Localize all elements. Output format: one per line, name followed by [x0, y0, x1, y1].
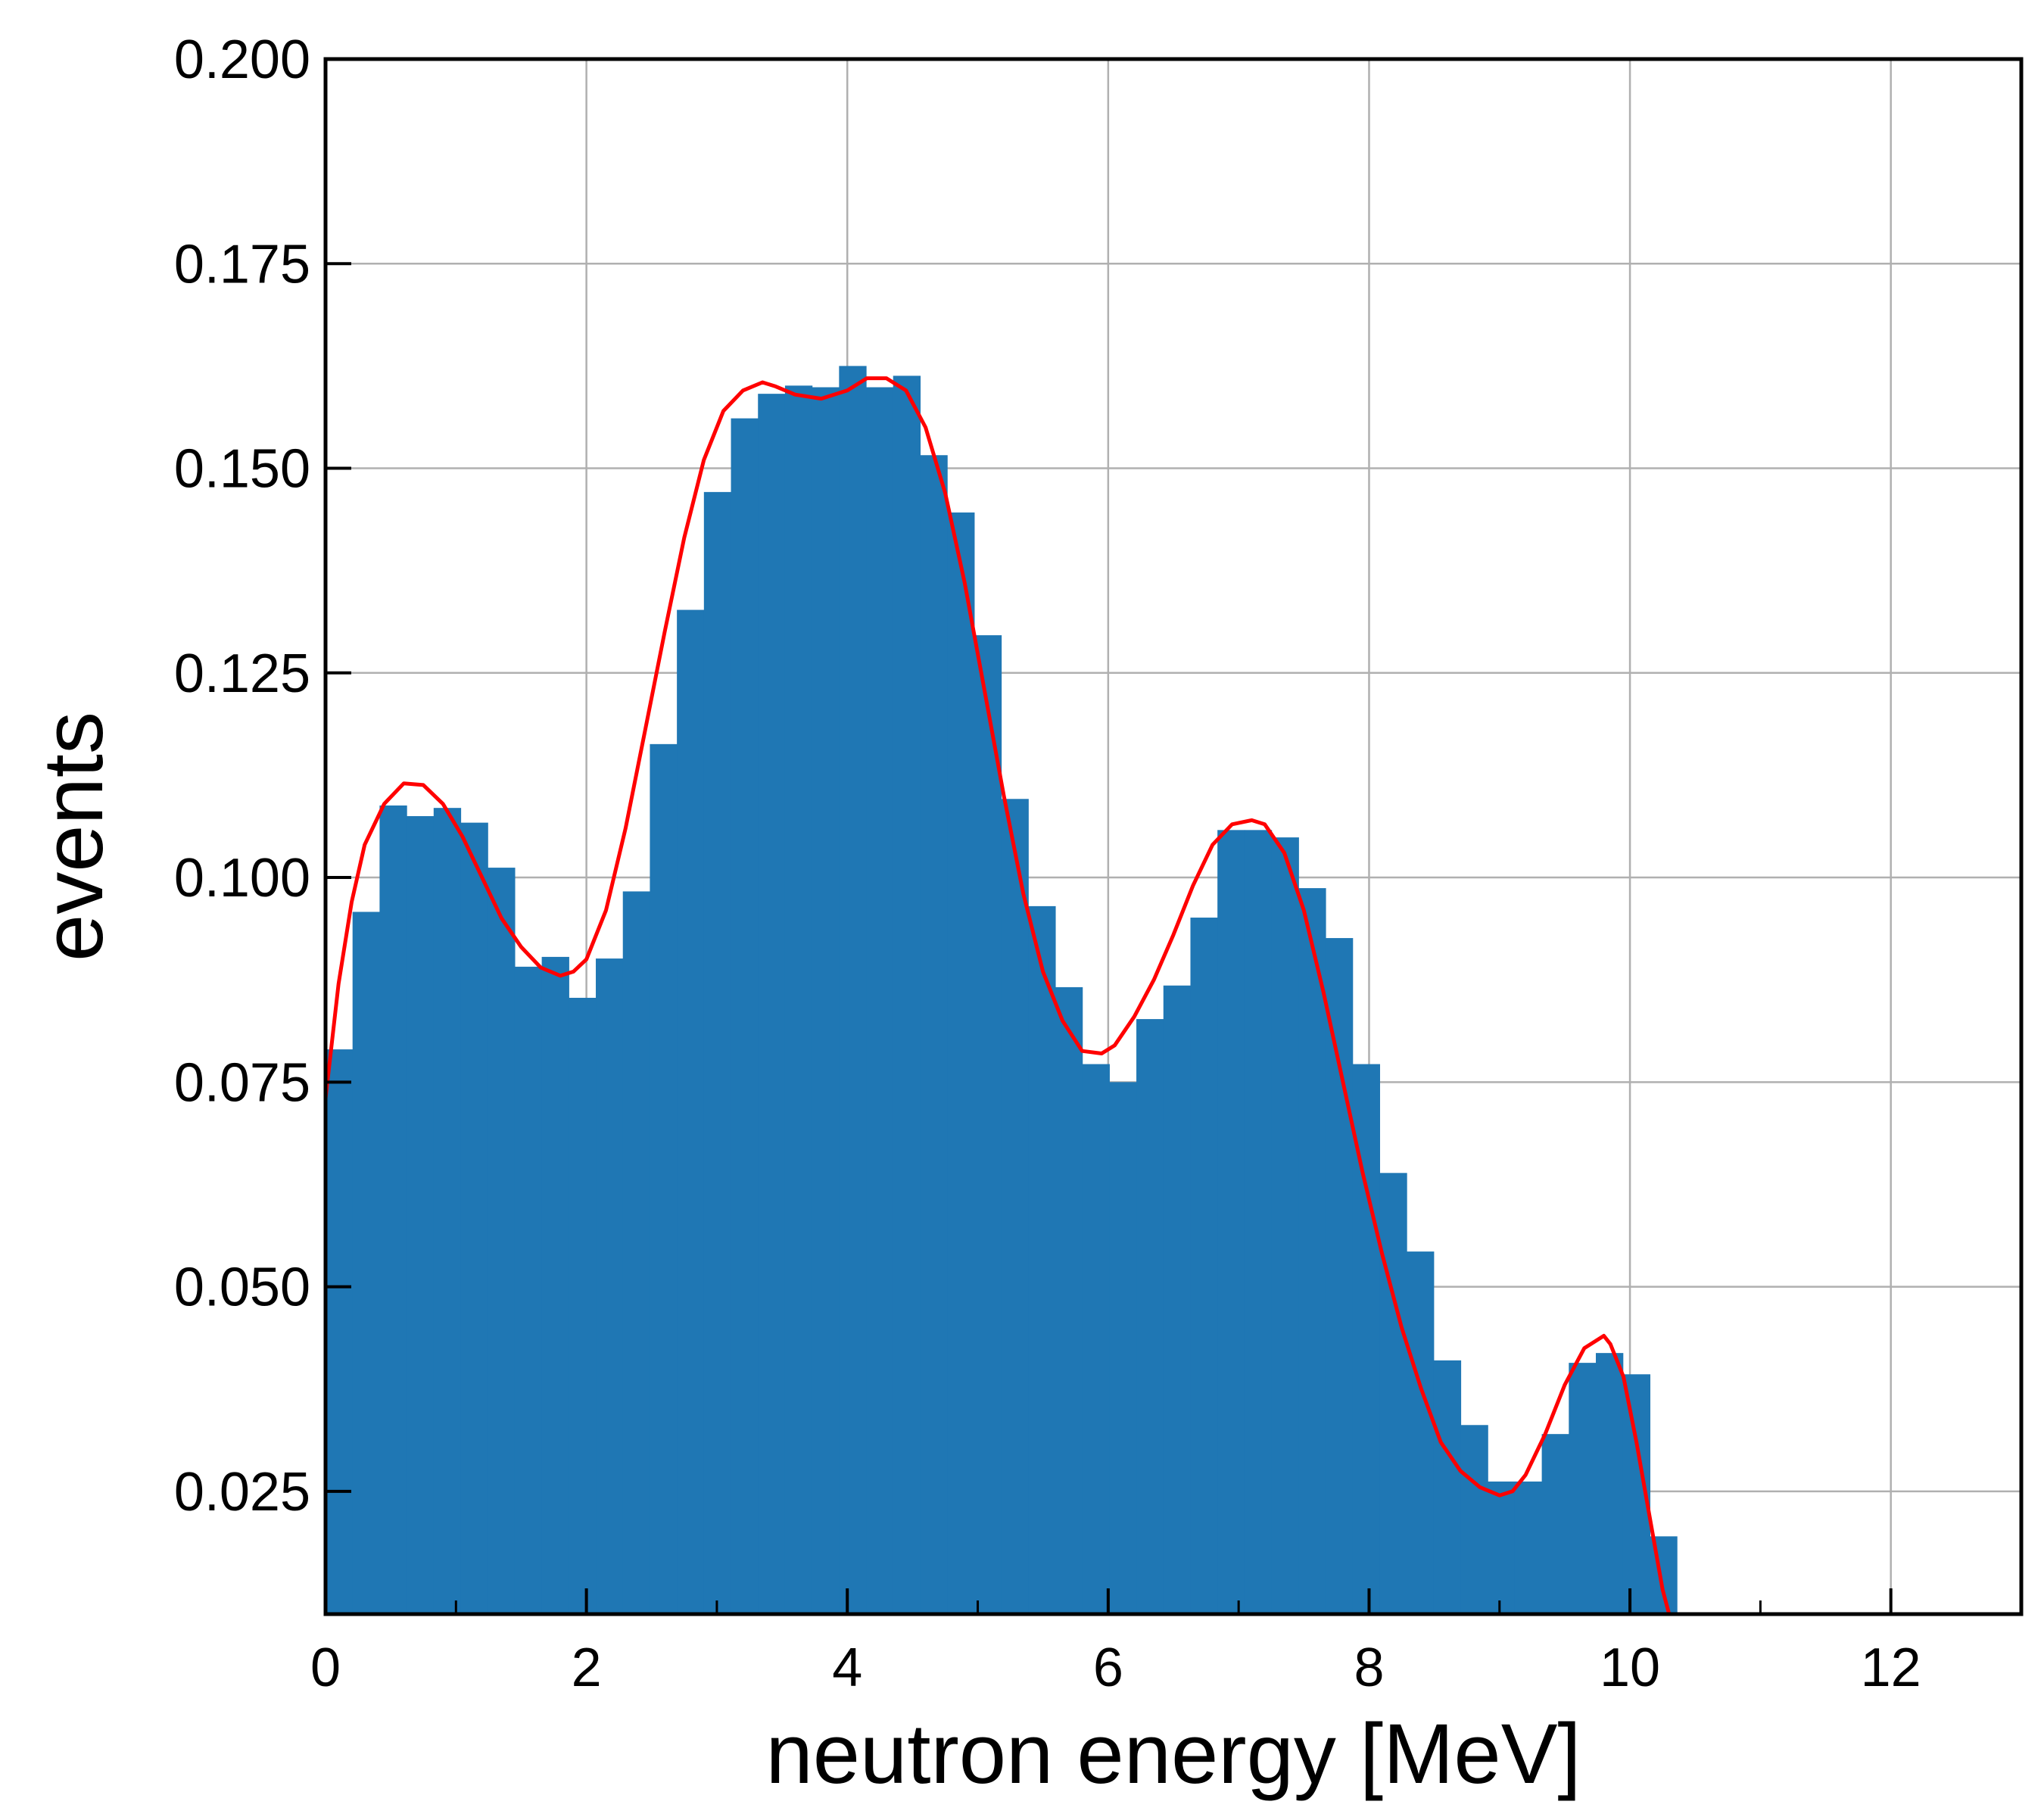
y-tick-label: 0.050: [174, 1258, 310, 1318]
fit-curve: [323, 376, 1672, 1615]
histogram-bar: [731, 418, 759, 1615]
histogram-bar: [758, 394, 786, 1614]
histogram-bar: [1325, 938, 1354, 1614]
histogram-bar: [541, 956, 569, 1614]
y-tick-label: 0.150: [174, 439, 310, 500]
histogram-bar: [920, 455, 948, 1614]
tick-labels: 0 2 4 6 8 10 12 0.025 0.050 0.075 0.100 0.125 0.150 0…: [174, 30, 1921, 1698]
histogram-bars: [326, 366, 1678, 1615]
histogram-bar: [893, 376, 921, 1614]
histogram-bar: [1028, 905, 1056, 1614]
histogram-bar: [379, 805, 407, 1614]
histogram-bar: [1298, 888, 1326, 1614]
histogram-bar: [1460, 1425, 1488, 1614]
y-tick-label: 0.125: [174, 644, 310, 704]
x-tick-label: 8: [1354, 1638, 1384, 1698]
histogram-bar: [1217, 830, 1245, 1614]
histogram-bar: [1190, 918, 1218, 1614]
histogram-bar: [1271, 837, 1299, 1614]
histogram-bar: [326, 1049, 354, 1614]
x-tick-label: 0: [310, 1638, 341, 1698]
y-tick-label: 0.025: [174, 1462, 310, 1522]
y-tick-label: 0.100: [174, 848, 310, 908]
histogram-bar: [407, 815, 435, 1614]
histogram-bar: [460, 822, 488, 1614]
y-tick-label: 0.200: [174, 30, 310, 90]
histogram-bar: [650, 743, 678, 1614]
histogram-bar: [1055, 986, 1083, 1614]
y-tick-label: 0.175: [174, 234, 310, 295]
histogram-bar: [1001, 799, 1029, 1614]
histogram-bar: [1514, 1481, 1543, 1614]
histogram-bar: [839, 366, 867, 1614]
histogram-bar: [1082, 1064, 1110, 1614]
histogram-bar: [514, 966, 543, 1614]
histogram-bar: [1541, 1434, 1569, 1614]
x-tick-label: 2: [572, 1638, 602, 1698]
histogram-bar: [1163, 985, 1192, 1614]
plot-frame: [323, 57, 2024, 1616]
histogram-bar: [1136, 1019, 1164, 1614]
histogram-bar: [974, 635, 1002, 1614]
y-tick-label: 0.075: [174, 1052, 310, 1113]
histogram-bar: [1244, 830, 1273, 1614]
histogram-bar: [622, 891, 651, 1614]
histogram-bar: [947, 512, 975, 1615]
histogram-bar: [1379, 1173, 1407, 1614]
histogram-bar: [569, 997, 597, 1614]
histogram-bar: [1109, 1082, 1137, 1614]
grid-lines: [324, 58, 2021, 1614]
histogram-bar: [352, 912, 381, 1614]
histogram-bar: [703, 491, 732, 1614]
histogram-bar: [866, 387, 894, 1615]
axis-ticks: [324, 58, 1893, 1614]
y-axis-title: events: [26, 712, 120, 961]
x-tick-label: 4: [832, 1638, 862, 1698]
histogram-bar: [1433, 1360, 1462, 1614]
x-axis-title: neutron energy [MeV]: [765, 1706, 1581, 1801]
x-tick-label: 10: [1600, 1638, 1660, 1698]
histogram-bar: [596, 958, 624, 1614]
x-tick-label: 12: [1861, 1638, 1921, 1698]
histogram-bar: [784, 385, 813, 1615]
histogram-bar: [1596, 1353, 1624, 1614]
histogram-bar: [677, 609, 705, 1615]
histogram-bar: [1407, 1251, 1435, 1614]
histogram-bar: [1488, 1481, 1516, 1614]
histogram-bar: [488, 868, 516, 1614]
histogram-bar: [812, 387, 840, 1615]
x-tick-label: 6: [1093, 1638, 1123, 1698]
histogram-bar: [433, 808, 462, 1614]
histogram-bar: [1569, 1363, 1597, 1614]
